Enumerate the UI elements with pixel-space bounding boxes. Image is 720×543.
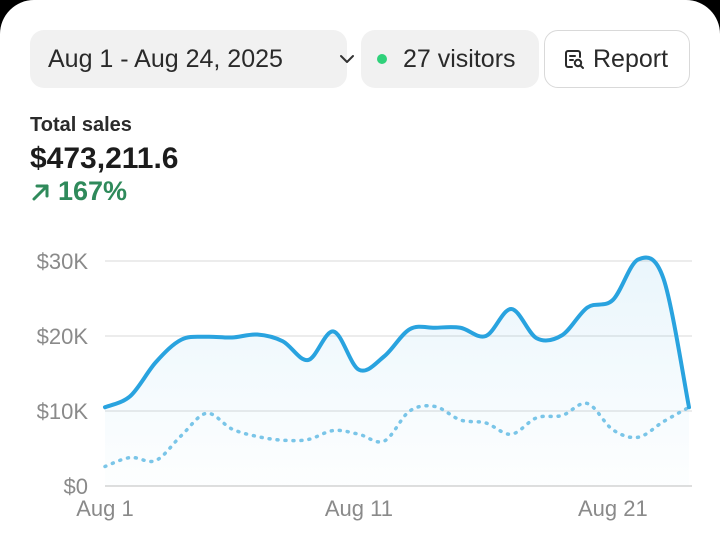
x-tick-label: Aug 11 bbox=[325, 496, 393, 521]
y-tick-label: $0 bbox=[64, 474, 88, 499]
y-tick-label: $10K bbox=[37, 399, 89, 424]
sales-series-area bbox=[105, 257, 689, 486]
chevron-down-icon bbox=[340, 55, 354, 63]
date-range-dropdown[interactable]: Aug 1 - Aug 24, 2025 bbox=[30, 30, 354, 88]
report-button[interactable]: Report bbox=[544, 30, 690, 88]
report-label: Report bbox=[593, 44, 669, 73]
sales-series-line bbox=[103, 255, 691, 410]
report-search-icon bbox=[565, 50, 584, 69]
metric-change: 167% bbox=[30, 176, 127, 207]
x-tick-label: Aug 21 bbox=[578, 496, 648, 521]
y-tick-label: $20K bbox=[37, 324, 89, 349]
visitors-label: 27 visitors bbox=[403, 44, 516, 73]
metric-title: Total sales bbox=[30, 114, 132, 136]
y-tick-label: $30K bbox=[37, 249, 89, 274]
date-range-label: Aug 1 - Aug 24, 2025 bbox=[48, 44, 283, 73]
sales-line-chart: $0 $10K $20K $30K Aug 1 Aug 11 Aug 21 bbox=[37, 249, 692, 521]
metric-value: $473,211.6 bbox=[30, 142, 179, 175]
x-tick-label: Aug 1 bbox=[76, 496, 134, 521]
metric-change-value: 167% bbox=[58, 176, 128, 206]
visitors-chip[interactable]: 27 visitors bbox=[361, 30, 539, 88]
arrow-up-right-icon bbox=[32, 184, 49, 200]
live-status-dot bbox=[377, 54, 387, 64]
